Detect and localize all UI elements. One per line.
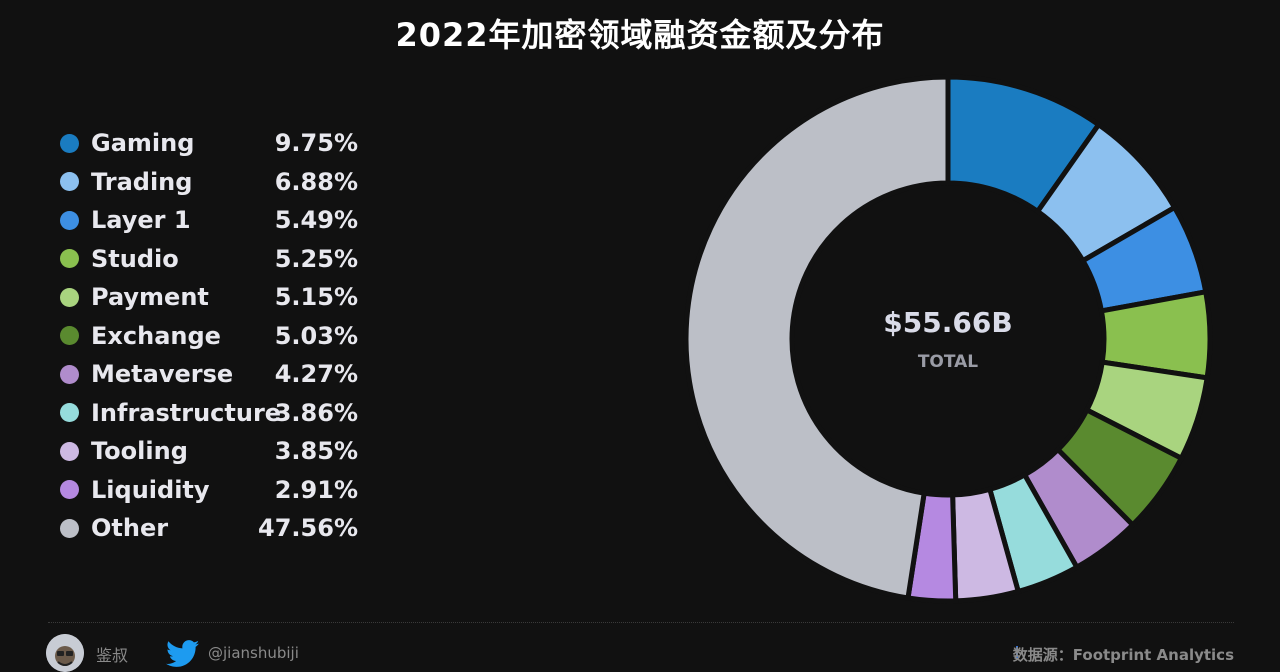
legend-swatch <box>60 480 79 500</box>
legend-item: Metaverse 4.27% <box>58 355 368 394</box>
donut-slice-other <box>683 74 951 601</box>
legend-value: 5.03% <box>274 321 358 350</box>
legend-value: 5.15% <box>274 283 358 312</box>
legend-item: Tooling 3.85% <box>58 432 368 471</box>
legend-swatch <box>60 326 79 346</box>
footer-divider <box>48 622 1234 623</box>
legend-item: Payment 5.15% <box>58 278 368 317</box>
legend-value: 3.85% <box>274 437 358 466</box>
author-name: 鉴叔 <box>96 646 129 665</box>
legend-item: Studio 5.25% <box>58 240 368 279</box>
legend-label: Tooling <box>91 437 188 466</box>
footer: 鉴叔 @jianshubiji 数据源：Footprint Analytics <box>0 630 1280 672</box>
chart-title: 2022年加密领域融资金额及分布 <box>395 16 885 54</box>
legend-label: Payment <box>91 283 209 312</box>
source-accent-bar <box>1016 646 1018 660</box>
legend-label: Gaming <box>91 129 195 158</box>
legend-item: Exchange 5.03% <box>58 317 368 356</box>
legend-label: Layer 1 <box>91 206 191 235</box>
total-value: $55.66B <box>883 306 1013 339</box>
legend-item: Other 47.56% <box>58 509 368 548</box>
legend-value: 2.91% <box>274 475 358 504</box>
legend: Gaming 9.75% Trading 6.88% Layer 1 5.49% Studi… <box>58 124 368 548</box>
legend-item: Layer 1 5.49% <box>58 201 368 240</box>
legend-value: 6.88% <box>274 167 358 196</box>
legend-swatch <box>60 172 79 192</box>
legend-swatch <box>60 133 79 153</box>
data-source: 数据源：Footprint Analytics <box>1012 646 1234 664</box>
legend-value: 4.27% <box>274 360 358 389</box>
legend-item: Gaming 9.75% <box>58 124 368 163</box>
legend-label: Infrastructure <box>91 398 282 427</box>
legend-value: 5.25% <box>274 244 358 273</box>
legend-item: Liquidity 2.91% <box>58 471 368 510</box>
legend-label: Studio <box>91 244 179 273</box>
legend-swatch <box>60 441 79 461</box>
legend-swatch <box>60 518 79 538</box>
legend-swatch <box>60 210 79 230</box>
twitter-handle: @jianshubiji <box>208 644 299 662</box>
legend-item: Infrastructure 3.86% <box>58 394 368 433</box>
legend-swatch <box>60 364 79 384</box>
legend-value: 5.49% <box>274 206 358 235</box>
legend-value: 3.86% <box>274 398 358 427</box>
twitter-icon <box>166 640 200 667</box>
legend-label: Trading <box>91 167 193 196</box>
legend-value: 47.56% <box>258 514 358 543</box>
legend-swatch <box>60 287 79 307</box>
author-avatar <box>46 634 84 672</box>
legend-label: Liquidity <box>91 475 210 504</box>
legend-label: Other <box>91 514 169 543</box>
total-label: TOTAL <box>917 352 979 372</box>
legend-swatch <box>60 249 79 269</box>
legend-swatch <box>60 403 79 423</box>
legend-value: 9.75% <box>274 129 358 158</box>
legend-item: Trading 6.88% <box>58 163 368 202</box>
legend-label: Metaverse <box>91 360 234 389</box>
legend-label: Exchange <box>91 321 221 350</box>
